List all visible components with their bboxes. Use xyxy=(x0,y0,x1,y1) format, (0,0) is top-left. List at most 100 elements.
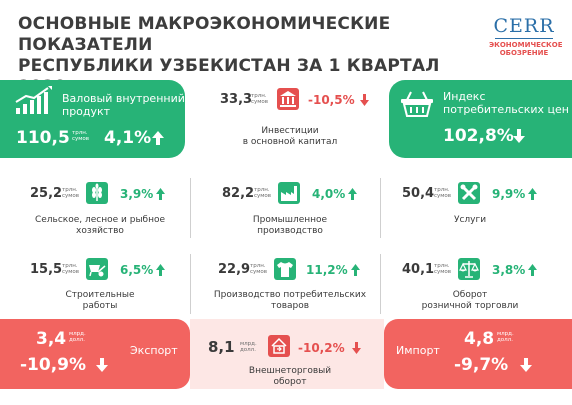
arrow-up-icon xyxy=(156,188,165,200)
construction-label: Строительные работы xyxy=(40,290,160,312)
import-label: Импорт xyxy=(396,344,440,357)
services-unit-line2: сумов xyxy=(434,193,452,199)
investment-unit: трлн. сумов xyxy=(251,93,268,105)
industry-unit-line2: сумов xyxy=(254,193,272,199)
arrow-up-icon xyxy=(348,188,357,200)
cpi-label-line2: потребительских цен xyxy=(443,103,569,116)
gdp-change: 4,1% xyxy=(104,128,152,148)
agriculture-unit-line2: сумов xyxy=(62,193,80,199)
scales-icon xyxy=(458,258,480,280)
retail-value: 40,1 xyxy=(402,262,435,277)
consumer-goods-label-line1: Производство потребительских xyxy=(213,290,367,300)
export-value: 3,4 xyxy=(36,329,67,349)
divider xyxy=(380,178,381,238)
divider xyxy=(190,254,191,314)
divider xyxy=(190,178,191,238)
arrow-up-icon xyxy=(351,264,360,276)
agriculture-unit: трлн. сумов xyxy=(62,187,79,199)
retail-label-line2: розничной торговли xyxy=(421,301,519,311)
import-value: 4,8 xyxy=(464,329,495,349)
consumer-goods-label-line2: товаров xyxy=(270,301,310,311)
import-unit: млрд. долл. xyxy=(497,331,514,343)
export-unit: млрд. долл. xyxy=(69,331,86,343)
industry-label-line1: Промышленное xyxy=(252,215,328,225)
agriculture-change: 3,9% xyxy=(120,187,154,201)
arrow-up-icon xyxy=(528,264,537,276)
retail-unit: трлн. сумов xyxy=(434,263,451,275)
gdp-label-line1: Валовый внутренний xyxy=(62,92,185,105)
investment-label-line2: в основной капитал xyxy=(242,137,338,147)
gdp-unit-line1: трлн. xyxy=(72,130,88,136)
arrow-up-icon xyxy=(152,131,164,145)
import-unit-line1: млрд. xyxy=(497,331,514,337)
import-unit-line2: долл. xyxy=(497,337,513,343)
arrow-up-icon xyxy=(528,188,537,200)
investment-unit-line2: сумов xyxy=(251,99,269,105)
industry-unit: трлн. сумов xyxy=(254,187,271,199)
services-change: 9,9% xyxy=(492,187,526,201)
export-panel: 3,4 млрд. долл. -10,9% Экспорт xyxy=(0,319,190,389)
gdp-panel: Валовый внутренний продукт 110,5 трлн. с… xyxy=(0,80,185,158)
investment-unit-line1: трлн. xyxy=(251,93,267,99)
industry-label-line2: производство xyxy=(257,226,323,236)
arrow-up-icon xyxy=(156,264,165,276)
gdp-unit: трлн. сумов xyxy=(72,130,89,142)
arrow-down-icon xyxy=(513,129,525,143)
trade-label-line2: оборот xyxy=(273,377,307,387)
title-line-1: ОСНОВНЫЕ МАКРОЭКОНОМИЧЕСКИЕ ПОКАЗАТЕЛИ xyxy=(18,14,391,55)
services-unit-line1: трлн. xyxy=(434,187,450,193)
investment-label: Инвестиции в основной капитал xyxy=(230,126,350,148)
investment-change: -10,5% xyxy=(308,93,355,107)
import-panel: Импорт 4,8 млрд. долл. -9,7% xyxy=(384,319,572,389)
cpi-value: 102,8% xyxy=(443,126,514,146)
construction-unit: трлн. сумов xyxy=(62,263,79,275)
agriculture-label-line1: Сельское, лесное и рыбное xyxy=(34,215,166,225)
consumer-goods-unit: трлн. сумов xyxy=(250,263,267,275)
wheelbarrow-icon xyxy=(86,258,108,280)
logo-divider xyxy=(495,38,553,39)
logo-subtitle: ЭКОНОМИЧЕСКОЕ ОБОЗРЕНИЕ xyxy=(489,41,563,57)
arrow-down-icon xyxy=(352,342,361,354)
cpi-label: Индекс потребительских цен xyxy=(443,90,569,116)
gdp-label-line2: продукт xyxy=(62,105,111,118)
industry-value: 82,2 xyxy=(222,186,255,201)
arrow-down-icon xyxy=(520,358,532,372)
arrow-down-icon xyxy=(96,358,108,372)
consumer-goods-value: 22,9 xyxy=(218,262,251,277)
cpi-panel: Индекс потребительских цен 102,8% xyxy=(389,80,572,158)
consumer-goods-unit-line1: трлн. xyxy=(250,263,266,269)
trade-unit: млрд. долл. xyxy=(240,341,257,353)
retail-change: 3,8% xyxy=(492,263,526,277)
industry-label: Промышленное производство xyxy=(230,215,350,237)
consumer-goods-unit-line2: сумов xyxy=(250,269,268,275)
trade-unit-line1: млрд. xyxy=(240,341,257,347)
agriculture-label: Сельское, лесное и рыбное хозяйство xyxy=(20,215,180,237)
gdp-unit-line2: сумов xyxy=(72,136,90,142)
import-change: -9,7% xyxy=(454,355,509,375)
basket-icon xyxy=(401,91,433,117)
industry-change: 4,0% xyxy=(312,187,346,201)
services-label: Услуги xyxy=(453,215,487,225)
export-label: Экспорт xyxy=(130,344,178,357)
retail-label-line1: Оборот xyxy=(452,290,488,300)
divider xyxy=(380,254,381,314)
construction-label-line2: работы xyxy=(82,301,118,311)
agriculture-unit-line1: трлн. xyxy=(62,187,78,193)
construction-change: 6,5% xyxy=(120,263,154,277)
gdp-value: 110,5 xyxy=(16,128,70,148)
trade-unit-line2: долл. xyxy=(240,347,256,353)
trade-label: Внешнеторговый оборот xyxy=(230,366,350,388)
arrow-down-icon xyxy=(360,94,369,106)
trade-value: 8,1 xyxy=(208,338,235,356)
retail-label: Оборот розничной торговли xyxy=(410,290,530,312)
construction-label-line1: Строительные xyxy=(65,290,135,300)
retail-unit-line2: сумов xyxy=(434,269,452,275)
services-value: 50,4 xyxy=(402,186,435,201)
consumer-goods-label: Производство потребительских товаров xyxy=(200,290,380,312)
consumer-goods-change: 11,2% xyxy=(306,263,348,277)
export-change: -10,9% xyxy=(20,355,87,375)
tshirt-icon xyxy=(274,258,296,280)
construction-unit-line2: сумов xyxy=(62,269,80,275)
wheat-icon xyxy=(86,182,108,204)
investment-label-line1: Инвестиции xyxy=(261,126,319,136)
